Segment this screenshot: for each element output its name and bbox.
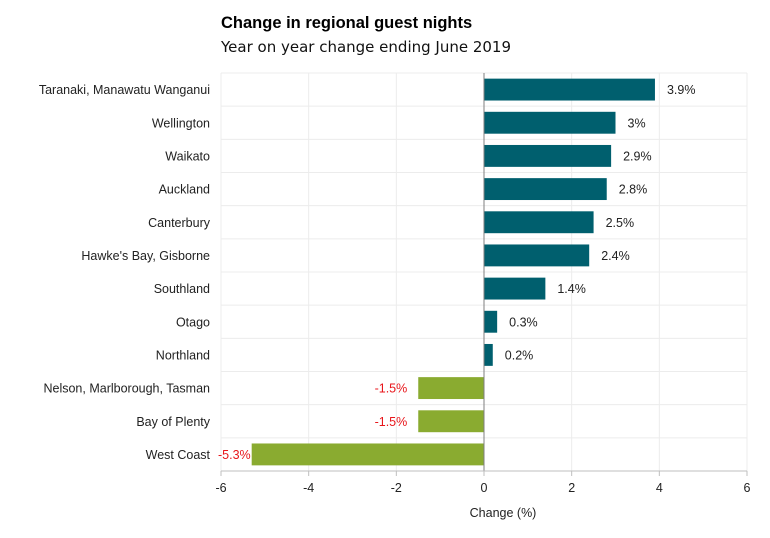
- category-label: Waikato: [165, 149, 210, 163]
- category-label: Hawke's Bay, Gisborne: [81, 249, 210, 263]
- bar: [251, 443, 484, 466]
- bar: [484, 178, 607, 201]
- bar: [484, 343, 493, 366]
- data-label: -5.3%: [218, 448, 251, 462]
- category-label: Nelson, Marlborough, Tasman: [43, 382, 210, 396]
- x-tick-label: -2: [391, 481, 402, 495]
- category-label: Southland: [154, 282, 210, 296]
- data-label: 3%: [628, 116, 646, 130]
- category-label: Taranaki, Manawatu Wanganui: [39, 83, 210, 97]
- bars: [251, 78, 655, 466]
- x-tick-label: -4: [303, 481, 314, 495]
- bar: [418, 410, 484, 433]
- bar: [484, 78, 655, 101]
- data-label: 0.2%: [505, 348, 534, 362]
- category-label: West Coast: [146, 448, 211, 462]
- bar: [484, 111, 616, 134]
- x-tick-label: 6: [744, 481, 751, 495]
- chart-subtitle: Year on year change ending June 2019: [221, 38, 512, 56]
- x-tick-label: -6: [215, 481, 226, 495]
- category-label: Canterbury: [148, 216, 211, 230]
- data-label: -1.5%: [375, 382, 408, 396]
- data-label: 2.9%: [623, 149, 652, 163]
- data-label: 1.4%: [557, 282, 586, 296]
- bar: [484, 310, 498, 333]
- data-label: 0.3%: [509, 315, 538, 329]
- x-tick-label: 4: [656, 481, 663, 495]
- bar: [484, 277, 546, 300]
- data-label: -1.5%: [375, 415, 408, 429]
- category-label: Otago: [176, 315, 210, 329]
- chart-title: Change in regional guest nights: [221, 14, 473, 32]
- bar: [418, 377, 484, 400]
- data-label: 2.5%: [606, 216, 635, 230]
- category-label: Wellington: [152, 116, 210, 130]
- axes: -6 -4 -2 0 2 4 6: [215, 73, 751, 495]
- data-label: 2.4%: [601, 249, 630, 263]
- labels: Taranaki, Manawatu Wanganui 3.9% Wellingto…: [39, 83, 696, 462]
- x-axis-title: Change (%): [470, 506, 537, 520]
- x-tick-label: 0: [481, 481, 488, 495]
- data-label: 2.8%: [619, 183, 648, 197]
- category-label: Bay of Plenty: [136, 415, 210, 429]
- category-label: Northland: [156, 348, 210, 362]
- category-label: Auckland: [159, 183, 210, 197]
- x-tick-label: 2: [568, 481, 575, 495]
- bar: [484, 211, 594, 234]
- data-label: 3.9%: [667, 83, 696, 97]
- bar: [484, 244, 590, 267]
- bar: [484, 144, 612, 167]
